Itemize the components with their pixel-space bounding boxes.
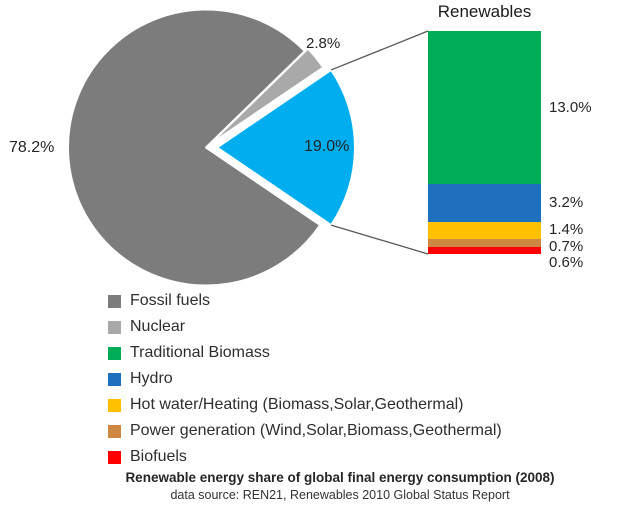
legend-swatch-hot-water-heating [108,398,121,412]
connector-line-top [330,30,429,71]
bar-segment-hydro [428,184,541,223]
renewables-bar-title: Renewables [437,2,532,21]
legend-item-hydro: Hydro [108,366,502,392]
bar-label-power-generation-wind-solar-biomass-geothermal: 0.7% [549,237,584,255]
pie-slice-renewables [216,68,356,227]
legend: Fossil fuels Nuclear Traditional Biomass… [108,288,502,470]
legend-label: Nuclear [130,318,186,335]
legend-item-traditional-biomass: Traditional Biomass [108,340,502,366]
renewables-stacked-bar [428,31,541,254]
pie-and-connectors-svg [67,8,429,287]
chart-source-note: data source: REN21, Renewables 2010 Glob… [170,488,510,502]
bar-label-hot-water-heating-biomass-solar-geothermal: 1.4% [549,221,584,239]
legend-swatch-power-generation [108,424,121,438]
bar-segment-hot-water-heating-biomass-solar-geothermal [428,222,541,239]
legend-label: Biofuels [130,448,187,465]
pie-label-fossil-fuels: 78.2% [9,139,55,156]
legend-label: Power generation (Wind,Solar,Biomass,Geo… [130,422,502,439]
legend-item-power-generation: Power generation (Wind,Solar,Biomass,Geo… [108,418,502,444]
bar-label-traditional-biomass: 13.0% [549,98,592,116]
bar-label-biofuels: 0.6% [549,254,584,272]
legend-label: Traditional Biomass [130,344,270,361]
bar-segment-traditional-biomass [428,31,541,185]
legend-label: Fossil fuels [130,292,211,309]
legend-swatch-biofuels [108,450,121,464]
bar-label-hydro: 3.2% [549,194,584,212]
bar-segment-biofuels [428,246,541,254]
legend-swatch-fossil-fuels [108,294,121,308]
legend-item-hot-water-heating: Hot water/Heating (Biomass,Solar,Geother… [108,392,502,418]
legend-item-biofuels: Biofuels [108,444,502,470]
legend-item-fossil-fuels: Fossil fuels [108,288,502,314]
pie-label-renewables: 19.0% [304,138,350,155]
legend-swatch-traditional-biomass [108,346,121,360]
legend-swatch-hydro [108,372,121,386]
legend-item-nuclear: Nuclear [108,314,502,340]
pie-slice-fossil-fuels [67,8,322,287]
bar-segment-power-generation-wind-solar-biomass-geothermal [428,238,541,247]
chart-caption: Renewable energy share of global final e… [125,470,555,485]
legend-label: Hot water/Heating (Biomass,Solar,Geother… [130,396,464,413]
pie-label-nuclear: 2.8% [306,35,341,52]
pie-slice-nuclear [208,47,325,146]
legend-swatch-nuclear [108,320,121,334]
connector-line-bottom [330,224,429,255]
legend-label: Hydro [130,370,173,387]
